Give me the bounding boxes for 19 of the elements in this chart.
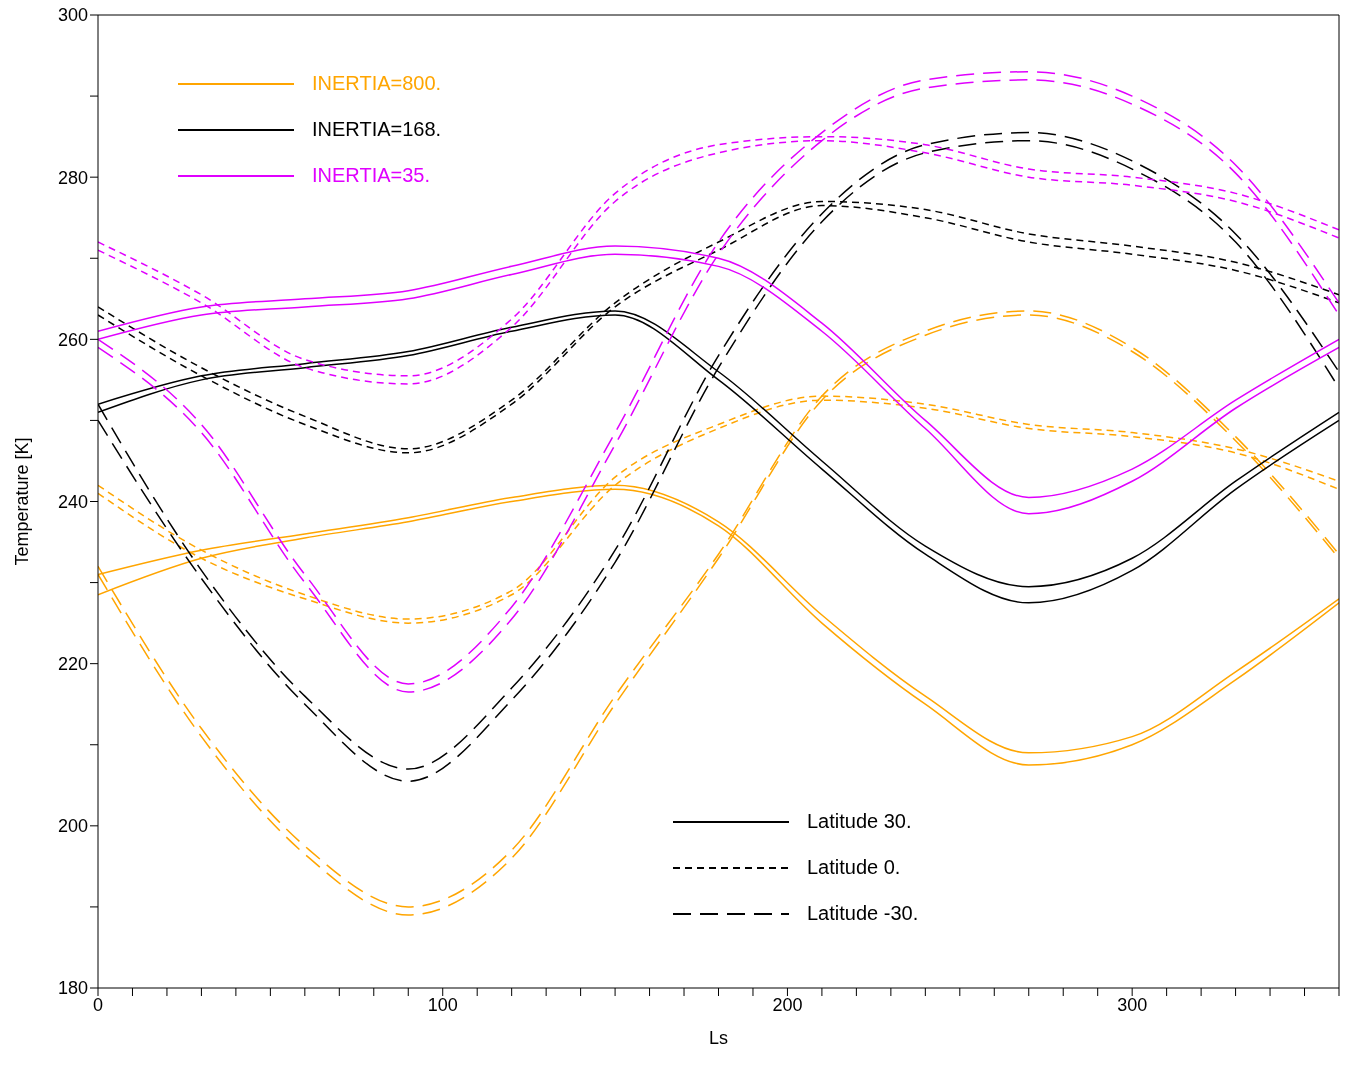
annotation: Latitude 30.	[807, 810, 912, 833]
y-tick-label: 200	[57, 816, 88, 837]
x-axis-title: Ls	[708, 1028, 729, 1048]
annotation: INERTIA=168.	[312, 118, 442, 141]
annotation: INERTIA=35.	[312, 164, 431, 187]
annotation: Latitude -30.	[807, 902, 919, 925]
y-axis-title: Temperature [K]	[12, 437, 33, 566]
x-tick-label: 200	[772, 994, 803, 1015]
y-tick-label: 180	[57, 978, 88, 999]
y-tick-label: 220	[57, 654, 88, 675]
x-tick-label: 100	[427, 994, 458, 1015]
y-tick-label: 280	[57, 167, 88, 188]
annotation: INERTIA=800.	[312, 72, 442, 95]
y-tick-label: 240	[57, 491, 88, 512]
y-tick-label: 300	[57, 5, 88, 26]
y-tick-label: 260	[57, 329, 88, 350]
x-tick-label: 300	[1117, 994, 1148, 1015]
x-tick-label: 0	[92, 994, 104, 1015]
annotation: Latitude 0.	[807, 856, 901, 879]
